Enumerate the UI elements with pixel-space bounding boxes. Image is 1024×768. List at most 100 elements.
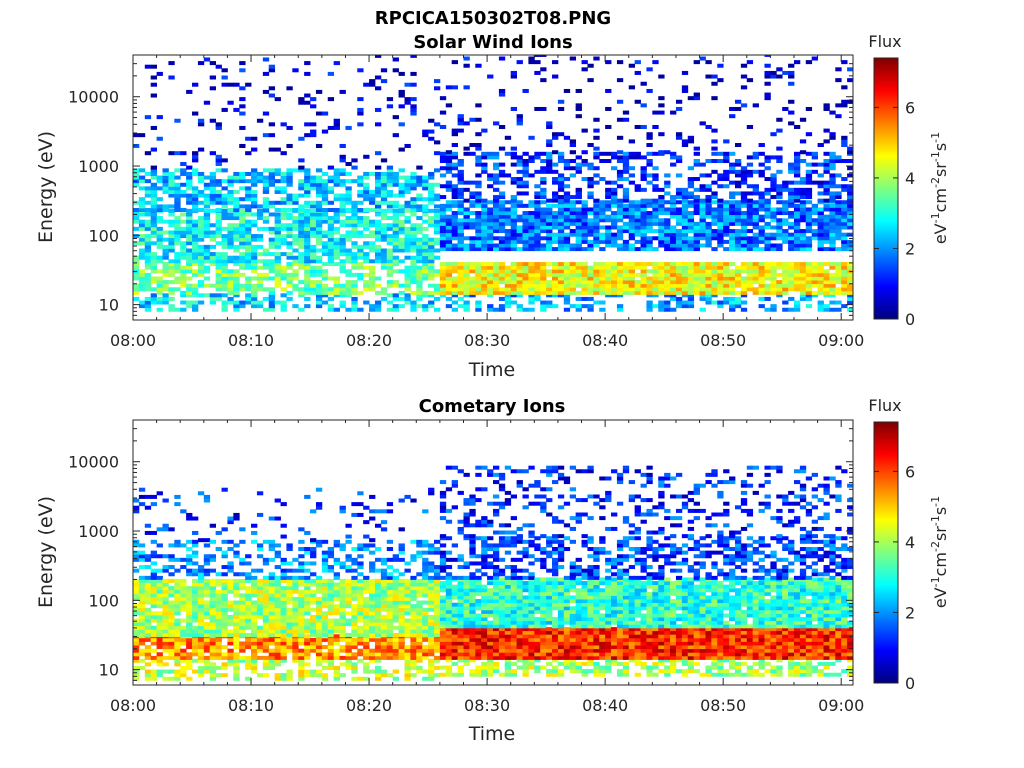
- spectrogram-cell: [174, 557, 181, 562]
- spectrogram-cell: [215, 578, 222, 583]
- spectrogram-cell: [233, 614, 240, 619]
- spectrogram-cell: [764, 203, 771, 208]
- spectrogram-cell: [528, 296, 535, 301]
- spectrogram-cell: [357, 230, 364, 235]
- spectrogram-cell: [233, 207, 240, 212]
- spectrogram-cell: [221, 604, 228, 609]
- spectrogram-cell: [752, 200, 759, 205]
- spectrogram-cell: [711, 74, 718, 79]
- spectrogram-cell: [133, 676, 140, 681]
- spectrogram-cell: [144, 578, 152, 583]
- spectrogram-cell: [770, 262, 777, 267]
- spectrogram-cell: [563, 307, 571, 312]
- spectrogram-cell: [445, 304, 453, 309]
- spectrogram-cell: [369, 189, 376, 194]
- spectrogram-cell: [569, 173, 577, 178]
- spectrogram-cell: [823, 166, 830, 171]
- spectrogram-cell: [516, 290, 523, 295]
- spectrogram-cell: [138, 604, 146, 609]
- spectrogram-cell: [841, 200, 848, 205]
- spectrogram-cell: [304, 193, 311, 198]
- spectrogram-cell: [616, 155, 624, 160]
- spectrogram-cell: [138, 207, 146, 212]
- spectrogram-cell: [197, 582, 205, 587]
- spectrogram-cell: [197, 665, 205, 670]
- spectrogram-cell: [209, 175, 217, 180]
- spectrogram-cell: [221, 283, 228, 288]
- spectrogram-cell: [233, 226, 240, 231]
- spectrogram-cell: [782, 283, 789, 288]
- spectrogram-cell: [463, 198, 470, 203]
- spectrogram-cell: [687, 280, 695, 285]
- spectrogram-cell: [345, 230, 352, 235]
- spectrogram-cell: [516, 184, 523, 189]
- spectrogram-cell: [304, 100, 311, 105]
- spectrogram-cell: [221, 107, 228, 112]
- spectrogram-cell: [144, 115, 152, 120]
- spectrogram-cell: [847, 243, 853, 248]
- spectrogram-cell: [174, 237, 181, 242]
- spectrogram-cell: [304, 655, 311, 660]
- spectrogram-cell: [622, 195, 630, 200]
- spectrogram-cell: [315, 293, 323, 298]
- spectrogram-cell: [227, 207, 234, 212]
- spectrogram-cell: [274, 212, 281, 217]
- spectrogram-cell: [221, 527, 228, 532]
- spectrogram-cell: [416, 276, 423, 281]
- spectrogram-cell: [752, 269, 759, 274]
- spectrogram-cell: [251, 578, 258, 583]
- spectrogram-cell: [616, 211, 624, 216]
- spectrogram-cell: [835, 211, 842, 216]
- spectrogram-cell: [782, 229, 789, 234]
- spectrogram-cell: [658, 300, 665, 305]
- spectrogram-cell: [593, 56, 600, 61]
- spectrogram-cell: [280, 593, 287, 598]
- spectrogram-cell: [150, 175, 157, 180]
- spectrogram-cell: [522, 191, 529, 196]
- spectrogram-cell: [133, 133, 140, 138]
- spectrogram-cell: [416, 290, 423, 295]
- spectrogram-cell: [168, 230, 175, 235]
- colorbar-gradient: [873, 57, 899, 320]
- spectrogram-cell: [345, 207, 352, 212]
- spectrogram-cell: [268, 147, 276, 152]
- spectrogram-cell: [469, 218, 476, 223]
- spectrogram-cell: [805, 207, 813, 212]
- spectrogram-cell: [835, 307, 842, 312]
- spectrogram-cell: [203, 293, 211, 298]
- spectrogram-cell: [386, 252, 394, 257]
- spectrogram-cell: [835, 78, 842, 83]
- spectrogram-cell: [723, 239, 730, 244]
- spectrogram-cell: [681, 214, 689, 219]
- spectrogram-cell: [451, 247, 458, 252]
- spectrogram-cell: [805, 191, 813, 196]
- spectrogram-cell: [428, 300, 435, 305]
- spectrogram-cell: [457, 169, 464, 174]
- spectrogram-cell: [646, 162, 653, 167]
- spectrogram-cell: [428, 200, 435, 205]
- spectrogram-cell: [162, 283, 169, 288]
- spectrogram-cell: [498, 287, 506, 292]
- spectrogram-cell: [156, 287, 163, 292]
- spectrogram-cell: [186, 208, 193, 213]
- spectrogram-cell: [681, 232, 689, 237]
- spectrogram-cell: [575, 114, 582, 119]
- spectrogram-cell: [445, 247, 453, 252]
- spectrogram-cell: [327, 304, 335, 309]
- spectrogram-cell: [799, 272, 807, 277]
- spectrogram-cell: [138, 589, 146, 594]
- spectrogram-cell: [410, 237, 417, 242]
- spectrogram-cell: [687, 214, 695, 219]
- spectrogram-cell: [587, 272, 594, 277]
- spectrogram-cell: [286, 179, 293, 184]
- spectrogram-cell: [345, 200, 352, 205]
- spectrogram-cell: [746, 60, 754, 65]
- spectrogram-cell: [481, 280, 488, 285]
- spectrogram-cell: [557, 293, 565, 298]
- spectrogram-cell: [599, 283, 606, 288]
- spectrogram-cell: [286, 296, 293, 301]
- spectrogram-cell: [793, 173, 801, 178]
- spectrogram-cell: [628, 262, 636, 267]
- spectrogram-cell: [386, 259, 394, 264]
- spectrogram-cell: [215, 125, 222, 130]
